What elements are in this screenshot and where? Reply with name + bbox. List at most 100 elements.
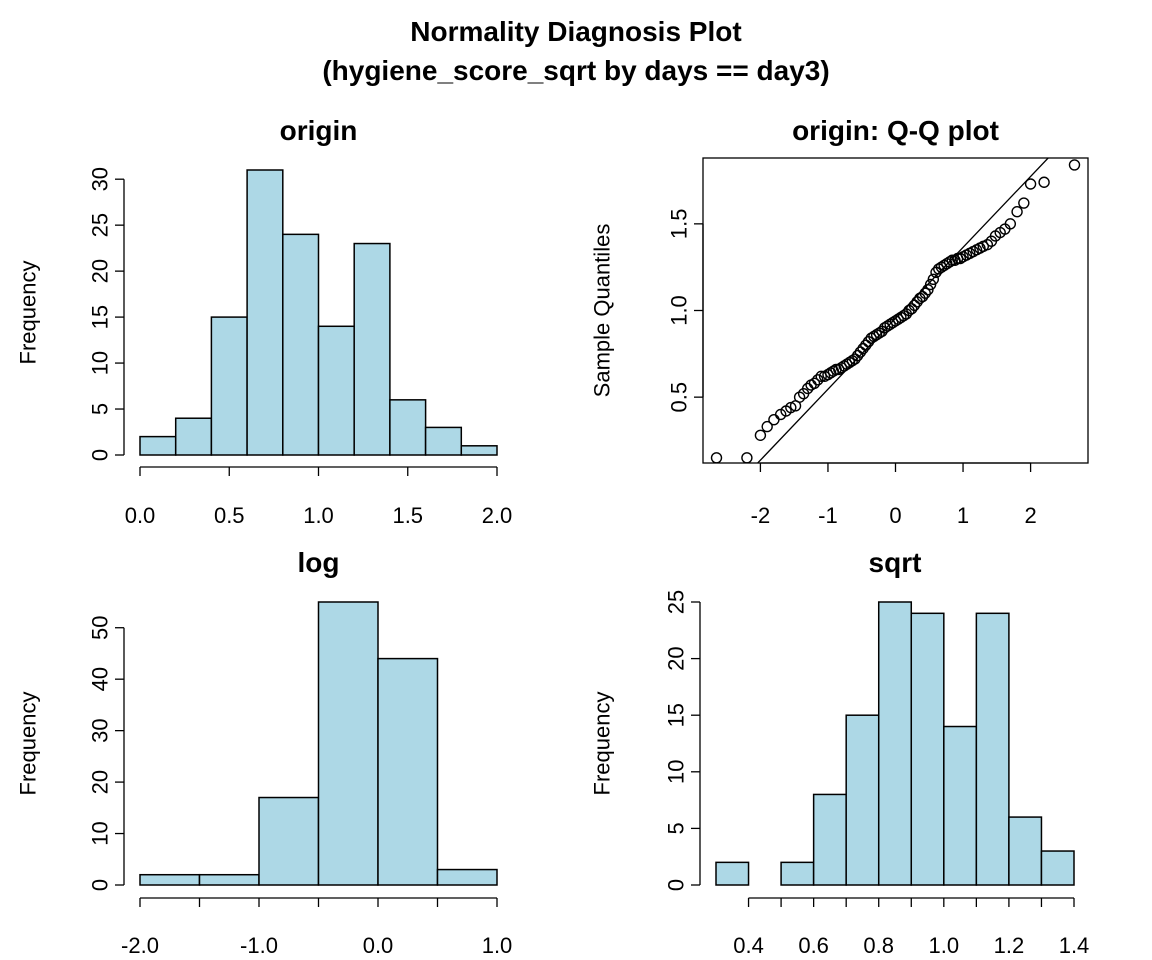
origin-qq-plot-panel: origin: Q-Q plot Sample Quantiles -2 -1 0 1 2 0… — [590, 115, 1089, 528]
x-tick-label: -1.0 — [240, 933, 278, 958]
qq-point — [1011, 206, 1023, 218]
qq-point — [906, 303, 918, 315]
histogram-bar — [353, 242, 391, 456]
qq-point — [916, 290, 929, 303]
x-tick-label: -2 — [751, 503, 771, 528]
x-tick-label: 0.4 — [733, 933, 764, 958]
x-tick-label: 0.5 — [214, 503, 245, 528]
qq-point — [908, 299, 921, 312]
x-tick-label: 1.5 — [392, 503, 423, 528]
y-tick-label: 0 — [88, 449, 113, 461]
y-tick-label: 5 — [664, 822, 689, 834]
plot-frame — [702, 157, 1089, 464]
y-tick-label: 25 — [664, 590, 689, 614]
x-tick-label: 0.0 — [363, 933, 394, 958]
histogram-bar — [174, 417, 213, 456]
histogram-bar — [317, 601, 379, 886]
histogram-bar — [877, 601, 913, 886]
qq-point — [1018, 197, 1030, 209]
qq-point — [1024, 178, 1037, 190]
y-tick-label: 5 — [88, 403, 113, 415]
histogram-bar — [139, 873, 201, 886]
histogram-bar — [246, 169, 284, 456]
histogram-bar — [436, 868, 498, 886]
histogram-bar — [943, 725, 978, 886]
qq-point — [860, 339, 872, 351]
y-tick-label: 30 — [88, 718, 113, 742]
x-tick-label: 0.8 — [863, 933, 894, 958]
x-tick-label: 1.2 — [994, 933, 1025, 958]
x-tick-label: 1.0 — [929, 933, 960, 958]
qq-point — [785, 401, 797, 414]
qq-point — [761, 420, 773, 433]
qq-point — [741, 452, 753, 464]
panel-title: origin: Q-Q plot — [792, 115, 999, 146]
qq-point — [1038, 176, 1050, 188]
y-tick-label: 20 — [88, 259, 113, 283]
histogram-bar — [377, 657, 439, 886]
y-tick-label: 40 — [88, 667, 113, 691]
x-tick-label: 0.6 — [798, 933, 829, 958]
qq-point — [754, 429, 767, 441]
y-tick-label: 20 — [88, 770, 113, 794]
qq-point — [954, 252, 967, 265]
qq-point — [1004, 218, 1017, 230]
qq-point — [849, 353, 861, 365]
y-tick-label: 1.0 — [667, 295, 692, 326]
panel-title: origin — [280, 115, 358, 146]
y-tick-label: 50 — [88, 615, 113, 639]
x-tick-label: -1 — [818, 503, 838, 528]
x-tick-label: -2.0 — [121, 933, 159, 958]
y-axis-label: Frequency — [590, 692, 615, 796]
y-axis-label: Frequency — [16, 261, 41, 365]
histogram-bar — [198, 873, 260, 886]
histogram-bar — [975, 612, 1010, 886]
x-tick-label: 0 — [889, 503, 901, 528]
log-histogram-panel: log Frequency -2.0 -1.0 0.0 1.0 0 10 20 30 40 50 — [16, 547, 513, 958]
y-tick-label: 25 — [88, 213, 113, 237]
panel-title: log — [298, 547, 340, 578]
panel-title: sqrt — [869, 547, 922, 578]
y-tick-label: 0 — [664, 879, 689, 891]
y-tick-label: 15 — [88, 305, 113, 329]
figure-title: Normality Diagnosis Plot — [410, 16, 741, 47]
sqrt-histogram-panel: sqrt Frequency 0.4 0.6 0.8 1.0 1.2 1.4 0 5 10 15 20 2… — [590, 547, 1090, 958]
histogram-bar — [1008, 816, 1043, 886]
qq-point — [919, 287, 931, 299]
y-tick-label: 10 — [88, 821, 113, 845]
histogram-bar — [780, 861, 815, 886]
y-axis-label: Frequency — [16, 692, 41, 796]
qq-point — [854, 346, 867, 358]
qq-point — [1068, 159, 1081, 171]
y-tick-label: 30 — [88, 167, 113, 191]
qq-point — [812, 374, 824, 386]
histogram-bar — [910, 612, 945, 886]
origin-histogram-panel: origin Frequency 0.0 0.5 1.0 1.5 2.0 0 5 10 15 20 25… — [16, 115, 513, 528]
histogram-bar — [1040, 850, 1075, 886]
qq-point — [710, 452, 723, 464]
qq-point — [851, 349, 864, 362]
y-tick-label: 10 — [88, 351, 113, 375]
x-tick-label: 1 — [957, 503, 969, 528]
x-tick-label: 1.0 — [303, 503, 334, 528]
qq-point — [927, 273, 940, 286]
x-tick-label: 0.0 — [125, 503, 156, 528]
x-tick-label: 2.0 — [482, 503, 513, 528]
figure-subtitle: (hygiene_score_sqrt by days == day3) — [322, 55, 829, 86]
y-tick-label: 0.5 — [667, 382, 692, 413]
y-axis-label: Sample Quantiles — [590, 224, 615, 398]
histogram-bar — [317, 325, 355, 456]
qq-point — [808, 377, 821, 389]
y-tick-label: 15 — [664, 703, 689, 727]
y-tick-label: 1.5 — [667, 209, 692, 240]
histogram-bar — [258, 796, 320, 886]
histogram-bar — [139, 435, 177, 456]
y-tick-label: 20 — [664, 646, 689, 670]
y-tick-label: 10 — [664, 760, 689, 784]
x-tick-label: 1.4 — [1059, 933, 1090, 958]
histogram-bar — [282, 233, 320, 456]
y-tick-label: 0 — [88, 879, 113, 891]
histogram-bar — [715, 861, 750, 886]
x-tick-label: 1.0 — [482, 933, 513, 958]
